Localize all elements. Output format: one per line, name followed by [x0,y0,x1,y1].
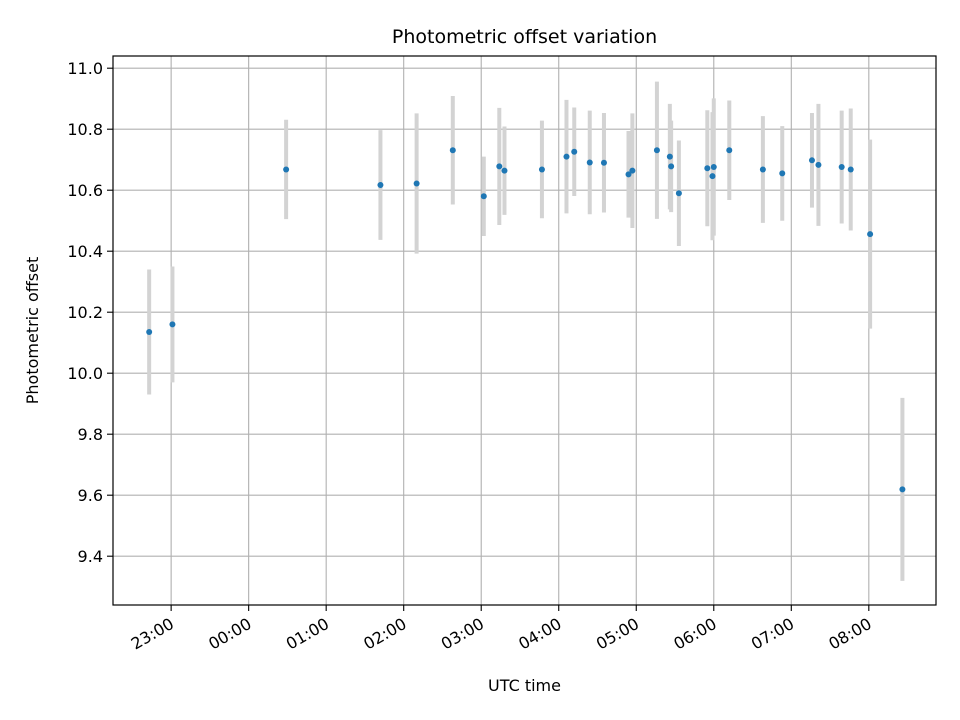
x-tick-label: 06:00 [670,614,719,654]
grid-layer [113,56,936,605]
chart-title: Photometric offset variation [392,26,657,48]
x-tick-label: 02:00 [360,614,409,654]
data-point [838,164,845,171]
data-point [710,164,717,171]
data-point [586,159,593,166]
data-point [571,148,578,155]
x-tick-label: 00:00 [205,614,254,654]
plot-frame [112,55,937,606]
y-tick-label: 10.2 [67,303,103,322]
data-point [563,153,570,160]
error-bars [147,81,905,581]
data-point [480,193,487,200]
y-axis: 9.4 9.6 9.8 10.0 10.2 10.4 10.6 10.8 11.0 [67,59,113,566]
data-point [146,329,153,336]
x-tick-label: 05:00 [593,614,642,654]
data-point [709,173,716,180]
x-tick-label: 23:00 [128,614,177,654]
x-axis-title: UTC time [488,676,561,695]
data-point [899,486,906,493]
data-point [704,165,711,172]
data-point [501,167,508,174]
y-tick-label: 10.6 [67,181,103,200]
y-tick-label: 9.8 [78,425,103,444]
x-tick-label: 07:00 [748,614,797,654]
x-tick-label: 01:00 [283,614,332,654]
data-point [538,166,545,173]
y-tick-label: 9.6 [78,486,103,505]
y-tick-label: 9.4 [78,547,103,566]
y-axis-title: Photometric offset [23,257,42,405]
data-point [815,161,822,168]
data-points [146,147,906,493]
data-point [666,153,673,160]
y-tick-label: 10.4 [67,242,103,261]
data-point [169,321,176,328]
data-point [808,157,815,164]
data-point [629,167,636,174]
data-point [779,170,786,177]
data-point [625,171,632,178]
data-point [449,147,456,154]
x-tick-label: 03:00 [438,614,487,654]
data-point [759,166,766,173]
data-point [675,190,682,197]
data-point [283,166,290,173]
data-point [377,182,384,189]
data-point [413,180,420,187]
data-point [496,163,503,170]
x-tick-label: 04:00 [515,614,564,654]
data-point [726,147,733,154]
y-tick-label: 11.0 [67,59,103,78]
y-tick-label: 10.0 [67,364,103,383]
data-point [847,166,854,173]
data-point [867,231,874,238]
data-point [668,163,675,170]
data-point [653,147,660,154]
data-point [600,159,607,166]
x-axis: 23:00 00:00 01:00 02:00 03:00 04:00 05:00 06:00… [128,605,875,654]
y-tick-label: 10.8 [67,120,103,139]
x-tick-label: 08:00 [825,614,874,654]
